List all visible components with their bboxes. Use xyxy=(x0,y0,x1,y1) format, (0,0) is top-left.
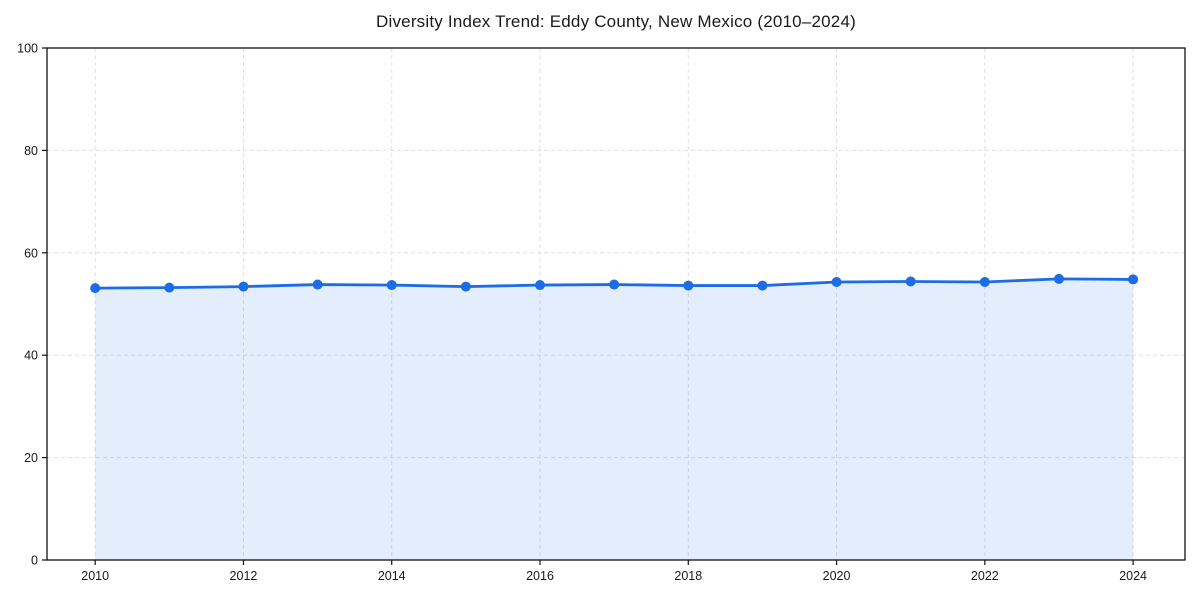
area-fill xyxy=(95,278,1134,560)
x-tick-label-2014: 2014 xyxy=(378,569,406,583)
data-point-2011 xyxy=(164,282,175,293)
x-tick-label-2016: 2016 xyxy=(526,569,554,583)
y-tick-label-60: 60 xyxy=(24,246,38,260)
data-point-2018 xyxy=(683,280,694,291)
y-tick-label-0: 0 xyxy=(31,554,38,568)
x-tick-label-2020: 2020 xyxy=(823,569,851,583)
x-tick-label-2024: 2024 xyxy=(1119,569,1147,583)
y-tick-label-20: 20 xyxy=(24,451,38,465)
y-tick-label-100: 100 xyxy=(17,42,38,56)
x-tick-label-2012: 2012 xyxy=(230,569,258,583)
y-tick-label-80: 80 xyxy=(24,144,38,158)
x-tick-label-2010: 2010 xyxy=(81,569,109,583)
data-point-2010 xyxy=(90,283,101,294)
plot-border xyxy=(46,47,1186,561)
data-point-2012 xyxy=(238,281,249,292)
data-point-2015 xyxy=(460,281,471,292)
y-tick-label-40: 40 xyxy=(24,349,38,363)
data-point-2017 xyxy=(609,279,620,290)
data-point-2016 xyxy=(535,280,546,291)
data-point-2023 xyxy=(1053,273,1064,284)
x-tick-label-2022: 2022 xyxy=(971,569,999,583)
data-point-2021 xyxy=(905,276,916,287)
data-point-2014 xyxy=(386,280,397,291)
chart-title: Diversity Index Trend: Eddy County, New … xyxy=(376,12,856,31)
data-point-2024 xyxy=(1128,274,1139,285)
data-point-2020 xyxy=(831,276,842,287)
x-tick-label-2018: 2018 xyxy=(674,569,702,583)
data-point-2013 xyxy=(312,279,323,290)
data-point-2019 xyxy=(757,280,768,291)
data-point-2022 xyxy=(979,276,990,287)
